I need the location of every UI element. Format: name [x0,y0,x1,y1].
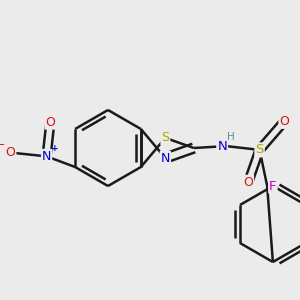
Text: +: + [51,144,58,153]
Text: H: H [227,132,235,142]
Text: O: O [243,176,253,189]
Text: N: N [217,140,227,153]
Text: N: N [160,152,170,165]
Text: O: O [279,115,289,128]
Text: S: S [161,131,169,144]
Text: S: S [255,143,264,156]
Text: −: − [0,140,5,150]
Text: O: O [46,116,55,129]
Text: N: N [42,150,51,163]
Text: F: F [269,179,277,193]
Text: O: O [6,146,15,159]
